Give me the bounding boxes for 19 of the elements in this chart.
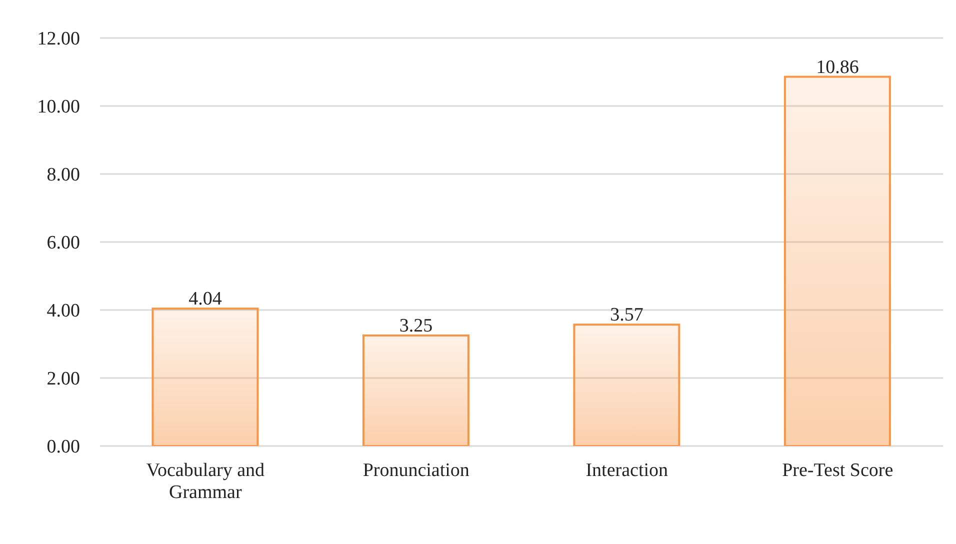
x-tick-label: Pre-Test Score: [782, 460, 894, 481]
data-label: 4.04: [188, 288, 222, 310]
y-tick-label: 0.00: [46, 436, 80, 458]
x-tick-label: Interaction: [586, 460, 669, 481]
bar: [152, 308, 259, 446]
bar: [573, 324, 680, 446]
bar: [784, 76, 891, 446]
y-tick-label: 12.00: [37, 28, 80, 50]
data-label: 10.86: [816, 56, 859, 78]
y-tick-label: 6.00: [46, 232, 80, 254]
y-tick-label: 4.00: [46, 300, 80, 322]
y-tick-label: 10.00: [37, 96, 80, 118]
x-tick-label: Vocabulary and Grammar: [146, 460, 266, 503]
y-tick-label: 8.00: [46, 164, 80, 186]
data-label: 3.57: [610, 304, 644, 326]
x-tick-label: Pronunciation: [362, 460, 470, 481]
y-tick-label: 2.00: [46, 368, 80, 390]
data-label: 3.25: [399, 316, 433, 336]
bar: [362, 334, 470, 446]
